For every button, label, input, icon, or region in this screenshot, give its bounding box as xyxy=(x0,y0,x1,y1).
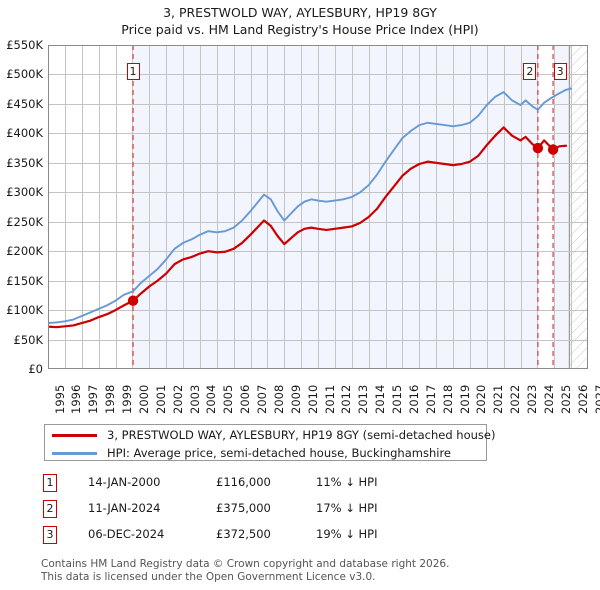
x-tick-label: 2002 xyxy=(170,384,185,414)
x-tick-label: 2003 xyxy=(187,384,202,414)
x-tick-label: 2017 xyxy=(423,384,438,414)
x-tick-label: 2012 xyxy=(339,384,354,414)
page-title: 3, PRESTWOLD WAY, AYLESBURY, HP19 8GY xyxy=(163,5,437,20)
x-tick-label: 2010 xyxy=(305,384,320,414)
txn-hpi-delta: 17% ↓ HPI xyxy=(316,501,378,515)
y-tick-label: £550K xyxy=(6,38,43,52)
x-tick-label: 2008 xyxy=(271,384,286,414)
table-row: 2 11-JAN-2024 £375,000 17% ↓ HPI xyxy=(40,498,560,524)
legend-swatch-property xyxy=(52,434,97,437)
x-tick-label: 2007 xyxy=(255,384,269,414)
plot-marker-2: 2 xyxy=(523,63,537,80)
x-tick-label: 2009 xyxy=(288,384,303,414)
x-tick-label: 1995 xyxy=(52,384,67,414)
x-tick-label: 2027 xyxy=(592,384,600,414)
y-tick-label: £0 xyxy=(28,362,43,376)
txn-date: 14-JAN-2000 xyxy=(88,475,161,489)
legend-swatch-hpi xyxy=(52,452,97,455)
x-tick-label: 2016 xyxy=(406,384,421,414)
y-tick-label: £100K xyxy=(6,303,43,318)
y-tick-label: £50K xyxy=(13,332,44,347)
x-tick-label: 2004 xyxy=(204,384,219,414)
plot-marker-1: 1 xyxy=(126,63,140,80)
y-tick-label: £250K xyxy=(6,214,43,229)
x-tick-label: 1999 xyxy=(120,384,134,414)
legend-item-property: 3, PRESTWOLD WAY, AYLESBURY, HP19 8GY (s… xyxy=(45,426,495,444)
x-tick-label: 1998 xyxy=(103,384,118,414)
x-axis-labels: 1995 1996 1997 1998 1999 2000 2001 2002 2003 2004… xyxy=(48,372,600,416)
y-tick-label: £450K xyxy=(6,96,43,111)
x-tick-label: 2011 xyxy=(322,384,337,414)
x-tick-label: 2022 xyxy=(508,384,523,414)
txn-date: 11-JAN-2024 xyxy=(88,501,161,515)
x-tick-label: 2020 xyxy=(474,384,489,414)
x-tick-label: 2000 xyxy=(136,384,151,414)
txn-price: £372,500 xyxy=(216,527,271,541)
x-tick-label: 2006 xyxy=(238,384,253,414)
txn-index-badge: 1 xyxy=(43,474,57,492)
x-tick-label: 2024 xyxy=(541,384,556,414)
txn-price: £116,000 xyxy=(216,475,271,489)
y-tick-label: £200K xyxy=(6,244,43,259)
x-tick-label: 2026 xyxy=(575,384,590,414)
x-tick-label: 1997 xyxy=(86,384,101,414)
footer-line-licence: This data is licensed under the Open Gov… xyxy=(41,570,376,583)
plot-marker-3: 3 xyxy=(553,63,567,80)
y-tick-label: £500K xyxy=(6,67,43,82)
x-tick-label: 2005 xyxy=(221,384,236,414)
y-tick-label: £400K xyxy=(6,126,43,141)
chart-legend: 3, PRESTWOLD WAY, AYLESBURY, HP19 8GY (s… xyxy=(44,424,495,462)
x-tick-label: 2023 xyxy=(525,384,539,414)
legend-label-hpi: HPI: Average price, semi-detached house,… xyxy=(107,446,452,460)
txn-index-badge: 3 xyxy=(43,526,57,544)
x-tick-label: 2001 xyxy=(153,384,168,414)
x-tick-label: 2014 xyxy=(373,384,388,414)
footer-line-copyright: Contains HM Land Registry data © Crown c… xyxy=(41,558,450,570)
txn-hpi-delta: 19% ↓ HPI xyxy=(316,527,378,541)
legend-item-hpi: HPI: Average price, semi-detached house,… xyxy=(45,444,486,462)
txn-date: 06-DEC-2024 xyxy=(88,527,165,541)
y-tick-label: £150K xyxy=(6,273,43,288)
transactions-table: 1 14-JAN-2000 £116,000 11% ↓ HPI 2 11-JA… xyxy=(40,472,560,550)
x-tick-label: 2025 xyxy=(558,384,573,414)
y-axis-labels: £0 £50K £100K £150K £200K £250K £300K £350K £400… xyxy=(0,38,46,376)
x-tick-label: 2021 xyxy=(491,384,506,414)
x-tick-label: 2018 xyxy=(440,384,455,414)
x-tick-label: 2015 xyxy=(390,384,404,414)
x-tick-label: 2019 xyxy=(457,384,472,414)
table-row: 1 14-JAN-2000 £116,000 11% ↓ HPI xyxy=(40,472,560,498)
footer-attribution: Contains HM Land Registry data © Crown c… xyxy=(41,558,581,583)
title-block: 3, PRESTWOLD WAY, AYLESBURY, HP19 8GY Pr… xyxy=(0,4,600,38)
x-tick-label: 1996 xyxy=(69,384,84,414)
legend-label-property: 3, PRESTWOLD WAY, AYLESBURY, HP19 8GY (s… xyxy=(107,428,496,442)
y-tick-label: £300K xyxy=(6,185,43,200)
table-row: 3 06-DEC-2024 £372,500 19% ↓ HPI xyxy=(40,524,560,550)
x-tick-label: 2013 xyxy=(356,384,371,414)
txn-index-badge: 2 xyxy=(43,500,57,518)
chart-svg xyxy=(48,45,588,369)
y-tick-label: £350K xyxy=(6,155,43,170)
txn-hpi-delta: 11% ↓ HPI xyxy=(316,475,378,489)
page-subtitle: Price paid vs. HM Land Registry's House … xyxy=(121,22,479,37)
txn-price: £375,000 xyxy=(216,501,271,515)
